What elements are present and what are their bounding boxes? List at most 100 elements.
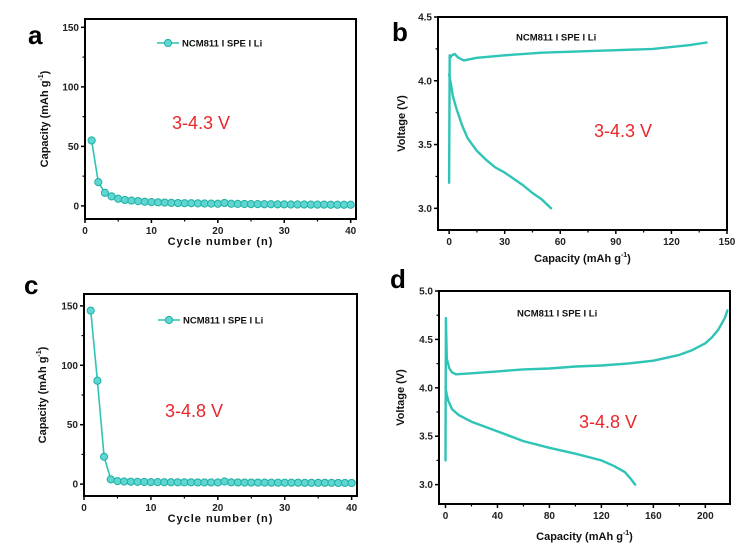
plot-frame: [437, 16, 728, 231]
data-point: [153, 477, 162, 487]
x-axis-label: Capacity (mAh g-1): [534, 252, 631, 265]
x-tick-label: 120: [663, 237, 680, 248]
y-tick-label: 3.0: [418, 204, 432, 215]
data-point: [167, 198, 176, 207]
x-tick-label: 10: [146, 226, 158, 237]
series-line-ncm811-i-spe-i-li: [89, 309, 353, 484]
data-point: [233, 478, 242, 487]
legend-text: NCM811 I SPE I Li: [182, 39, 262, 50]
panel-letter: c: [24, 270, 38, 300]
data-point: [180, 199, 189, 208]
data-point: [213, 199, 222, 208]
x-axis-label-main: Capacity (mAh g: [534, 253, 621, 265]
data-point: [114, 194, 123, 203]
y-axis-label: Capacity (mAh g-1): [36, 346, 49, 443]
x-tick-label: 80: [544, 511, 556, 522]
y-axis-label: Voltage (V): [396, 95, 408, 152]
y-axis-label-main: Capacity (mAh g: [39, 81, 51, 168]
x-tick-label: 20: [212, 226, 224, 237]
y-tick-label: 100: [61, 361, 78, 372]
data-point: [313, 200, 322, 209]
x-axis-label: Cycle number (n): [168, 236, 274, 248]
data-point: [327, 478, 336, 487]
x-axis-label: Capacity (mAh g-1): [536, 530, 633, 543]
data-point: [280, 478, 289, 487]
x-tick-label: 40: [346, 503, 358, 514]
data-point: [133, 477, 142, 486]
y-axis-label-sup: -1: [38, 74, 45, 80]
data-point: [160, 478, 169, 487]
panel-b: b 0 30 60 90 120 150 3.0 3.5 4.0 4.5 Capacity (mAh …: [392, 13, 736, 266]
x-tick-label: 20: [212, 503, 224, 514]
panel-c: c 0 10 20 30 40 0 50 100 150 Cycle number (n) Capac…: [24, 270, 358, 525]
data-point: [253, 200, 262, 209]
data-point: [100, 188, 110, 197]
data-point: [346, 200, 355, 209]
x-axis-label-close: ): [627, 253, 631, 265]
y-tick-label: 150: [61, 301, 78, 312]
data-point: [94, 177, 103, 187]
y-tick-label: 4.0: [418, 76, 432, 87]
y-tick-label: 4.5: [418, 13, 432, 24]
data-point: [106, 475, 115, 484]
series-line-discharge: [447, 73, 553, 210]
data-point: [153, 198, 163, 207]
x-tick-label: 0: [82, 226, 88, 237]
x-tick-label: 10: [145, 503, 157, 514]
data-point: [260, 200, 269, 209]
data-point: [126, 477, 135, 486]
data-point: [166, 478, 176, 487]
data-point: [300, 478, 309, 487]
panel-letter: b: [392, 17, 408, 47]
y-tick-label: 50: [67, 420, 79, 431]
data-point: [246, 200, 256, 209]
data-point: [99, 452, 109, 461]
data-point: [260, 478, 269, 487]
data-point: [120, 477, 129, 486]
data-point: [160, 198, 169, 207]
data-point: [87, 136, 96, 145]
y-axis-label: Voltage (V): [395, 369, 407, 426]
data-point: [293, 200, 302, 209]
series-line-ncm811-i-spe-i-li: [90, 139, 352, 206]
x-tick-label: 0: [81, 503, 87, 514]
data-point: [220, 477, 229, 486]
y-axis-label-close: ): [37, 346, 49, 350]
panel-d: d 0 40 80 120 160 200 3.0 3.5 4.0 4.5 5.0 Capacity (…: [390, 264, 731, 543]
x-tick-label: 30: [279, 226, 291, 237]
x-tick-label: 30: [499, 237, 511, 248]
data-point: [227, 199, 236, 208]
data-point: [320, 478, 329, 487]
y-tick-label: 100: [62, 82, 79, 93]
data-point: [339, 200, 349, 209]
data-point: [347, 478, 356, 488]
data-point: [220, 198, 229, 208]
data-point: [227, 478, 236, 487]
data-point: [294, 478, 303, 487]
series-line-charge: [447, 41, 708, 185]
legend-text: NCM811 I SPE I Li: [517, 309, 597, 320]
voltage-window-annotation: 3-4.8 V: [165, 401, 223, 421]
data-point: [213, 478, 222, 487]
y-axis-label-sup: -1: [36, 350, 43, 356]
x-axis-label-sup: -1: [623, 530, 629, 537]
plot-frame: [438, 290, 731, 505]
x-axis-label: Cycle number (n): [168, 513, 274, 525]
data-point: [147, 197, 156, 207]
data-point: [193, 199, 203, 208]
plot-frame: [84, 18, 357, 220]
data-point: [280, 200, 289, 209]
y-tick-label: 150: [62, 23, 79, 34]
data-point: [127, 196, 136, 205]
y-tick-label: 0: [72, 480, 78, 491]
y-tick-label: 4.0: [419, 383, 433, 394]
series-line-charge: [444, 309, 729, 462]
data-point: [273, 478, 283, 487]
panel-letter: a: [28, 20, 43, 50]
data-point: [240, 478, 249, 487]
data-point: [120, 195, 129, 205]
voltage-window-annotation: 3-4.8 V: [579, 412, 637, 432]
x-axis-label-sup: -1: [621, 252, 627, 259]
data-point: [173, 198, 183, 208]
voltage-window-annotation: 3-4.3 V: [594, 121, 652, 141]
